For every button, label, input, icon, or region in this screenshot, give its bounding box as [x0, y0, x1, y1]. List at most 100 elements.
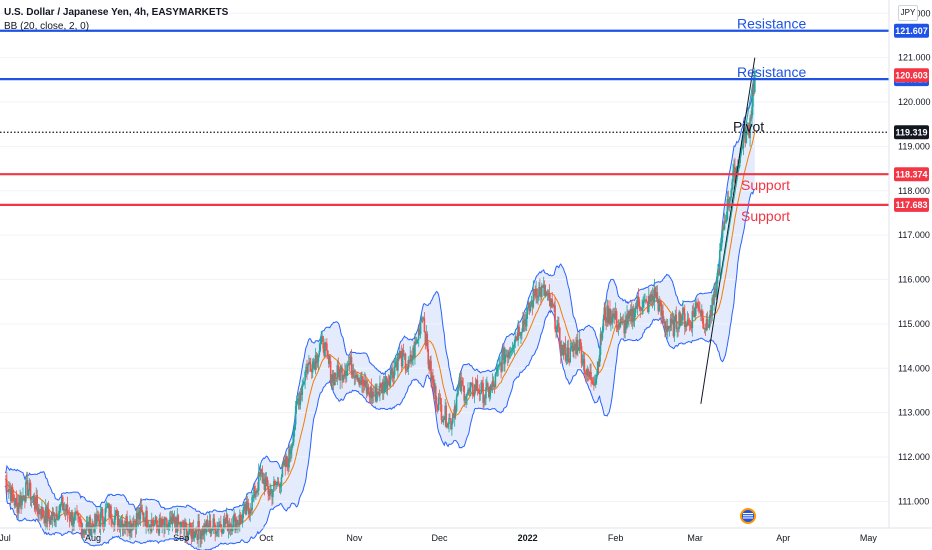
candle-body — [438, 397, 441, 399]
candle-body — [429, 360, 431, 370]
candle-body — [326, 343, 328, 351]
trendline[interactable] — [700, 57, 756, 404]
candle-body — [621, 321, 624, 324]
candle-body — [453, 405, 456, 418]
candle-body — [134, 521, 137, 529]
candle-body — [186, 533, 189, 540]
currency-button[interactable]: JPY — [898, 5, 918, 21]
candle-body — [221, 532, 224, 534]
candle-body — [435, 403, 438, 406]
event-icon-stripe — [743, 515, 753, 517]
candle-body — [569, 348, 572, 363]
candle-body — [312, 361, 315, 363]
candle-body — [608, 308, 610, 324]
candle-body — [395, 361, 397, 366]
candle-body — [369, 387, 372, 398]
candle-body — [193, 537, 196, 539]
candle-body — [46, 509, 49, 522]
candle-body — [18, 502, 21, 507]
candle-body — [603, 307, 606, 319]
candle-body — [551, 299, 554, 305]
candle-body — [350, 356, 353, 375]
candle-body — [457, 386, 460, 390]
candle-body — [445, 405, 447, 427]
candle-body — [257, 472, 260, 491]
candle-body — [703, 328, 706, 329]
candle-body — [521, 331, 523, 333]
candle-body — [152, 524, 155, 527]
candle-body — [717, 270, 719, 278]
candle-body — [304, 371, 306, 382]
candle-body — [71, 512, 74, 526]
candle-body — [490, 384, 493, 387]
candle-body — [347, 363, 350, 365]
candle-body — [90, 528, 92, 536]
candle-body — [284, 459, 287, 467]
candle-body — [205, 519, 208, 533]
candle-body — [417, 328, 420, 340]
candle-body — [305, 366, 307, 372]
candle-body — [721, 225, 724, 238]
candle-body — [710, 310, 713, 316]
last-price-tag: 120.603 — [894, 68, 929, 83]
candle-body — [707, 326, 710, 328]
candle-body — [273, 481, 275, 491]
candle-body — [671, 319, 674, 324]
candle-body — [307, 364, 309, 373]
candle-body — [338, 371, 341, 381]
y-tick-label: 113.000 — [898, 408, 930, 418]
candle-body — [422, 318, 425, 320]
candle-body — [661, 310, 663, 316]
candle-body — [516, 337, 518, 341]
symbol-label[interactable]: U.S. Dollar / Japanese Yen, 4h, EASYMARK… — [4, 7, 229, 18]
candle-body — [561, 344, 564, 356]
candle-body — [474, 384, 477, 392]
candle-body — [550, 299, 553, 307]
candle-body — [255, 492, 257, 497]
candle-body — [612, 313, 615, 315]
candle-body — [163, 524, 165, 529]
candle-body — [390, 368, 393, 376]
candle-body — [523, 319, 526, 325]
candle-body — [345, 371, 347, 376]
candle-body — [729, 197, 732, 200]
candle-body — [533, 289, 536, 294]
candle-body — [303, 381, 305, 384]
candle-body — [695, 303, 697, 309]
candle-body — [185, 521, 187, 526]
candle-body — [456, 389, 459, 397]
candle-body — [628, 311, 630, 319]
candle-body — [22, 495, 24, 497]
candle-body — [452, 414, 454, 423]
candle-body — [128, 529, 130, 534]
candle-body — [137, 512, 140, 519]
indicator-label[interactable]: BB (20, close, 2, 0) — [4, 21, 90, 32]
candle-body — [246, 501, 249, 503]
candle-body — [8, 489, 11, 491]
candle-body — [484, 397, 486, 399]
candle-body — [337, 365, 340, 372]
price-levels[interactable]: Resistance Resistance Pivot Support Support — [0, 16, 889, 224]
candle-body — [141, 510, 144, 513]
candle-body — [631, 308, 634, 322]
x-tick-label: May — [860, 533, 878, 543]
candle-body — [24, 500, 26, 502]
candle-body — [95, 514, 97, 525]
candle-body — [96, 515, 99, 520]
candle-body — [60, 503, 62, 505]
candle-body — [644, 299, 646, 301]
candle-body — [579, 339, 582, 347]
candle-body — [214, 524, 216, 535]
candle-body — [213, 518, 216, 525]
candle-body — [287, 462, 289, 468]
candle-body — [577, 348, 580, 350]
candle-body — [649, 294, 652, 302]
price-tag-pivot: 119.319 — [894, 125, 929, 140]
candle-body — [728, 199, 731, 208]
candle-body — [416, 339, 418, 344]
x-tick-label: Dec — [432, 533, 449, 543]
candle-body — [537, 296, 539, 298]
candle-body — [333, 373, 336, 385]
candle-body — [295, 403, 298, 407]
candle-body — [413, 347, 415, 358]
